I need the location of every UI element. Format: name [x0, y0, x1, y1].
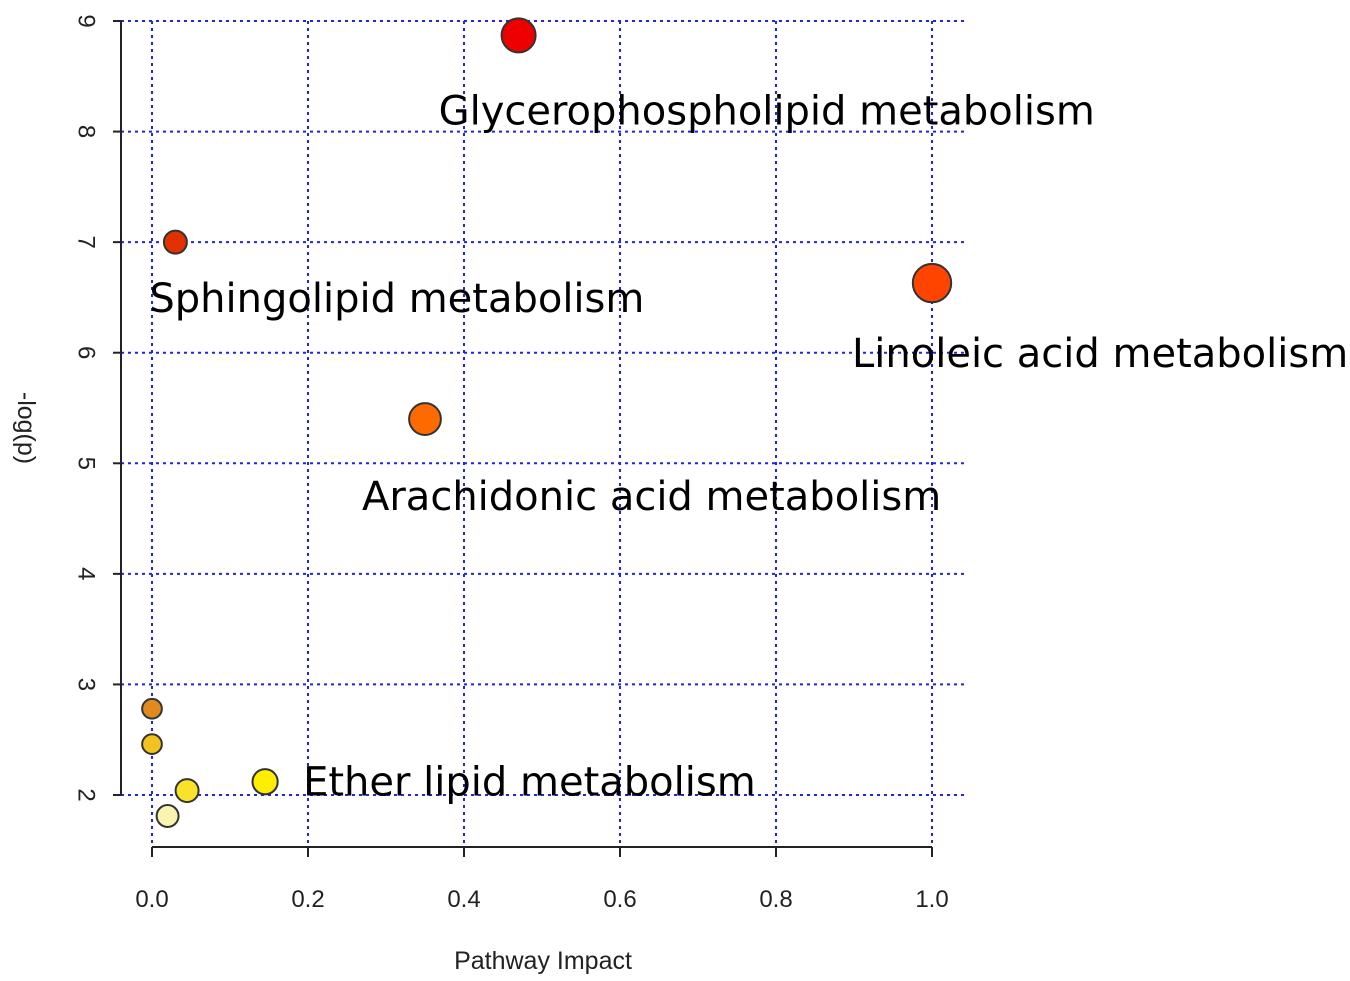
x-axis-label: Pathway Impact — [454, 947, 632, 975]
y-tick-label: 2 — [73, 788, 100, 801]
data-point — [911, 262, 953, 304]
point-labels: Glycerophospholipid metabolism Sphingolip… — [149, 88, 1348, 805]
data-point — [500, 17, 537, 54]
y-tick-label: 3 — [73, 678, 100, 691]
data-point — [162, 229, 188, 255]
x-tick-label: 0.2 — [291, 886, 324, 913]
data-point — [251, 768, 279, 796]
y-tick-label: 5 — [73, 457, 100, 470]
point-label: Glycerophospholipid metabolism — [439, 88, 1095, 134]
x-tick-label: 0.4 — [447, 886, 480, 913]
y-axis-label: -log(p) — [12, 392, 40, 464]
data-point — [141, 733, 163, 755]
x-axis-ticks: 0.0 0.2 0.4 0.6 0.8 1.0 — [135, 847, 949, 913]
x-tick-label: 0.0 — [135, 886, 168, 913]
y-tick-label: 7 — [73, 235, 100, 248]
y-tick-label: 4 — [73, 567, 100, 580]
y-axis-ticks: 2 3 4 5 6 7 8 9 — [73, 14, 121, 802]
grid-lines — [121, 20, 965, 847]
data-point — [408, 402, 442, 436]
y-tick-label: 9 — [73, 14, 100, 27]
point-label: Linoleic acid metabolism — [852, 331, 1348, 377]
point-label: Sphingolipid metabolism — [149, 276, 644, 322]
x-tick-label: 1.0 — [915, 886, 948, 913]
point-label: Ether lipid metabolism — [303, 760, 756, 806]
data-point — [174, 778, 200, 804]
y-tick-label: 8 — [73, 125, 100, 138]
data-point — [155, 804, 180, 828]
data-point — [141, 697, 163, 720]
x-tick-label: 0.6 — [603, 886, 636, 913]
point-label: Arachidonic acid metabolism — [362, 474, 941, 520]
y-tick-label: 6 — [73, 346, 100, 359]
data-points — [141, 17, 953, 828]
x-tick-label: 0.8 — [759, 886, 792, 913]
